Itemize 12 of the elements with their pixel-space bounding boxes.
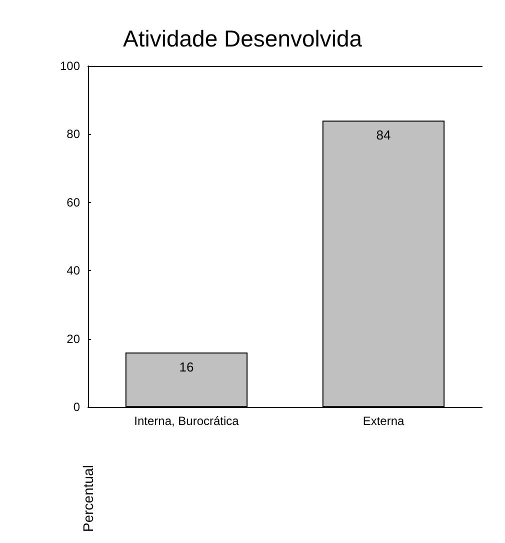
y-tick-label: 0 — [73, 400, 80, 414]
y-tick-label: 20 — [66, 332, 80, 346]
chart-title: Atividade Desenvolvida — [123, 26, 362, 52]
data-label: 84 — [376, 128, 391, 143]
y-tick-label: 80 — [66, 127, 80, 142]
y-tick-label: 60 — [66, 195, 80, 210]
x-tick-label: Interna, Burocrática — [134, 414, 240, 428]
y-tick-label: 40 — [66, 264, 80, 278]
y-tick-label: 100 — [60, 59, 80, 73]
x-tick-label: Externa — [362, 414, 404, 428]
y-axis-title: Percentual — [80, 465, 96, 532]
data-label: 16 — [179, 360, 194, 374]
